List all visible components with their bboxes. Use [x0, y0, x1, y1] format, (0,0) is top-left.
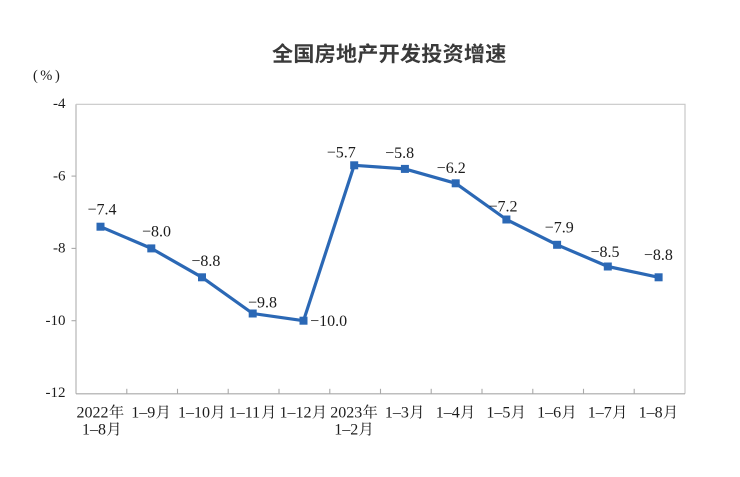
- svg-text:1–8: 1–8: [639, 405, 663, 422]
- svg-text:-12: -12: [46, 385, 66, 401]
- svg-text:1–5: 1–5: [486, 405, 510, 422]
- svg-text:−8.8: −8.8: [644, 247, 673, 264]
- svg-text:−5.8: −5.8: [385, 145, 414, 162]
- svg-text:1–6: 1–6: [537, 405, 561, 422]
- svg-text:−10.0: −10.0: [310, 313, 347, 330]
- svg-text:−8.5: −8.5: [590, 244, 619, 261]
- svg-text:%: %: [40, 68, 52, 84]
- svg-text:): ): [55, 68, 60, 84]
- svg-text:−7.2: −7.2: [488, 198, 517, 215]
- svg-text:−7.4: −7.4: [87, 201, 116, 218]
- svg-text:1–10: 1–10: [178, 405, 210, 422]
- svg-text:1–11: 1–11: [229, 405, 260, 422]
- svg-text:1–3: 1–3: [385, 405, 409, 422]
- svg-text:1–8: 1–8: [82, 422, 106, 439]
- svg-text:-8: -8: [53, 241, 66, 257]
- svg-text:−9.8: −9.8: [248, 294, 277, 311]
- svg-text:−8.0: −8.0: [142, 223, 171, 240]
- svg-text:-6: -6: [53, 168, 66, 184]
- svg-text:1–12: 1–12: [280, 405, 312, 422]
- svg-text:-10: -10: [46, 313, 66, 329]
- svg-text:1–7: 1–7: [588, 405, 612, 422]
- svg-text:1–4: 1–4: [436, 405, 460, 422]
- svg-text:−6.2: −6.2: [437, 160, 466, 177]
- svg-text:2022: 2022: [77, 405, 109, 422]
- svg-text:1–9: 1–9: [131, 405, 155, 422]
- svg-text:−7.9: −7.9: [545, 220, 574, 237]
- svg-text:2023: 2023: [330, 405, 362, 422]
- svg-text:1–2: 1–2: [334, 422, 358, 439]
- svg-text:−8.8: −8.8: [191, 253, 220, 270]
- svg-text:−5.7: −5.7: [327, 144, 356, 161]
- svg-text:-4: -4: [53, 96, 66, 112]
- svg-text:(: (: [33, 68, 38, 84]
